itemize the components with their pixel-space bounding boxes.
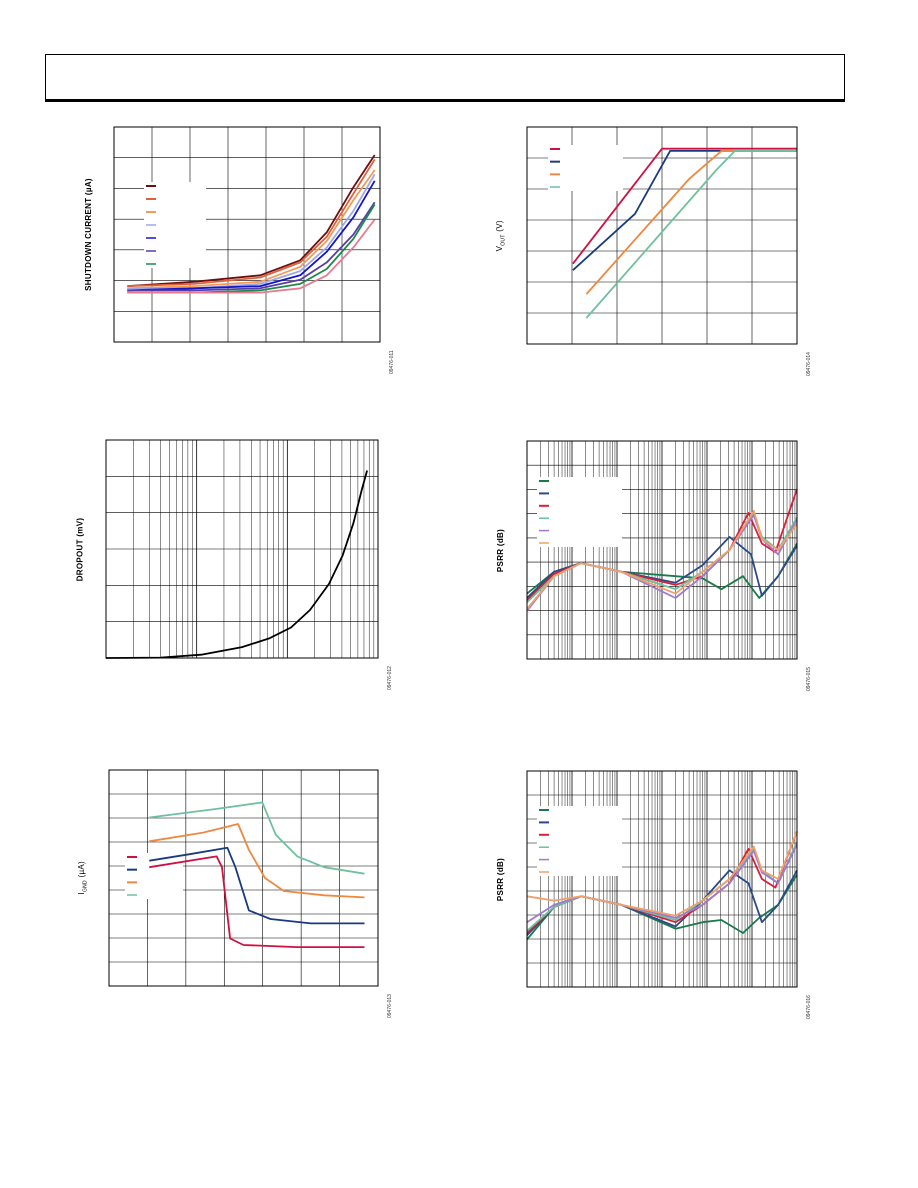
chart-svg	[113, 126, 381, 343]
series-line	[149, 801, 365, 875]
chart-svg	[105, 439, 379, 659]
chart-dropout: DROPOUT (mV) 09476-012	[70, 430, 400, 700]
chart-psrr-top: PSRR (dB) 09476-015	[485, 430, 830, 700]
series-line	[149, 823, 365, 899]
series-line	[149, 846, 365, 925]
series-line	[149, 855, 365, 949]
series-line	[127, 201, 376, 292]
series-line	[127, 158, 376, 287]
figure-id: 09476-015	[806, 667, 812, 691]
y-axis-label: VOUT (V)	[495, 219, 507, 252]
chart-grid	[527, 441, 797, 659]
series-line	[585, 149, 797, 319]
chart-psrr-bottom: PSRR (dB) 09476-016	[485, 760, 830, 1030]
plot-border	[526, 440, 798, 660]
y-axis-label: PSRR (dB)	[496, 528, 506, 572]
figure-id: 09476-014	[806, 352, 812, 376]
legend-box	[537, 477, 622, 547]
figure-id: 09476-016	[806, 995, 812, 1019]
figure-id: 09476-011	[389, 350, 395, 374]
series-line	[526, 509, 798, 610]
plot-border	[526, 770, 798, 988]
page-header-box	[45, 54, 845, 102]
chart-grid	[106, 440, 378, 658]
chart-svg	[526, 770, 798, 988]
series-line	[526, 844, 798, 923]
series-line	[572, 147, 797, 265]
chart-grid	[527, 771, 797, 987]
figure-id: 09476-013	[387, 994, 393, 1018]
chart-svg	[526, 440, 798, 660]
chart-vout: VOUT (V) 09476-014	[485, 120, 830, 390]
series-line	[127, 154, 376, 287]
y-axis-label: DROPOUT (mV)	[75, 517, 85, 581]
plot-border	[526, 126, 798, 345]
series-line	[127, 218, 376, 294]
y-axis-label: IGND (µA)	[77, 861, 89, 895]
series-line	[127, 180, 376, 292]
y-axis-label: PSRR (dB)	[496, 857, 506, 901]
chart-ignd: IGND (µA) 09476-013	[70, 760, 400, 1030]
series-line	[127, 169, 376, 290]
chart-shutdown-current: SHUTDOWN CURRENT (µA) 09476-011	[70, 120, 400, 390]
plot-border	[113, 126, 381, 343]
plot-border	[108, 769, 379, 987]
y-axis-label: SHUTDOWN CURRENT (µA)	[83, 178, 93, 291]
legend-box	[537, 806, 622, 876]
chart-svg	[526, 126, 798, 345]
series-line	[105, 470, 368, 659]
figure-id: 09476-012	[387, 666, 393, 690]
chart-svg	[108, 769, 379, 987]
plot-border	[105, 439, 379, 659]
series-line	[526, 831, 798, 917]
legend-box	[548, 145, 623, 191]
